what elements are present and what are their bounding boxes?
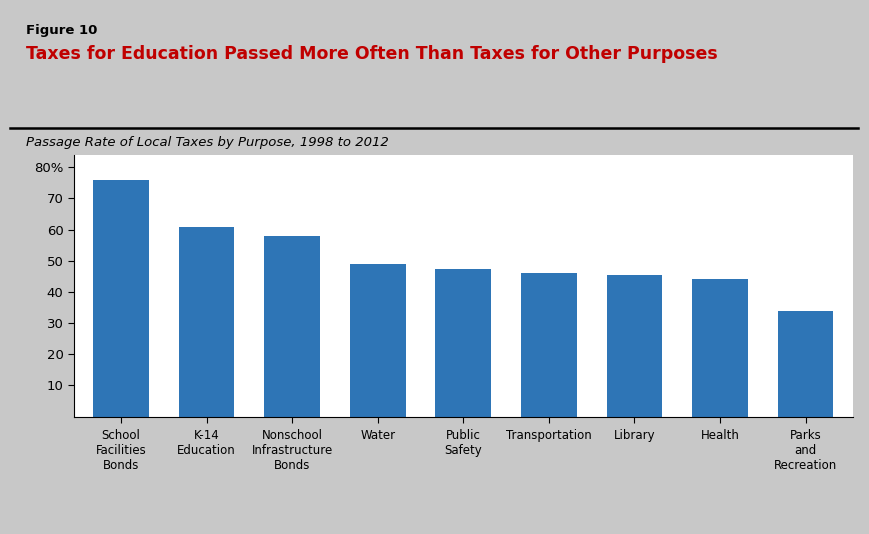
Bar <box>777 311 833 417</box>
Bar <box>264 236 320 417</box>
Text: Figure 10: Figure 10 <box>26 24 97 37</box>
Bar <box>178 226 234 417</box>
Bar <box>521 273 576 417</box>
Bar <box>606 275 661 417</box>
Text: Passage Rate of Local Taxes by Purpose, 1998 to 2012: Passage Rate of Local Taxes by Purpose, … <box>26 136 388 149</box>
Bar <box>692 279 747 417</box>
Bar <box>435 269 490 417</box>
Bar <box>349 264 405 417</box>
Bar <box>93 180 149 417</box>
Text: Taxes for Education Passed More Often Than Taxes for Other Purposes: Taxes for Education Passed More Often Th… <box>26 45 717 64</box>
